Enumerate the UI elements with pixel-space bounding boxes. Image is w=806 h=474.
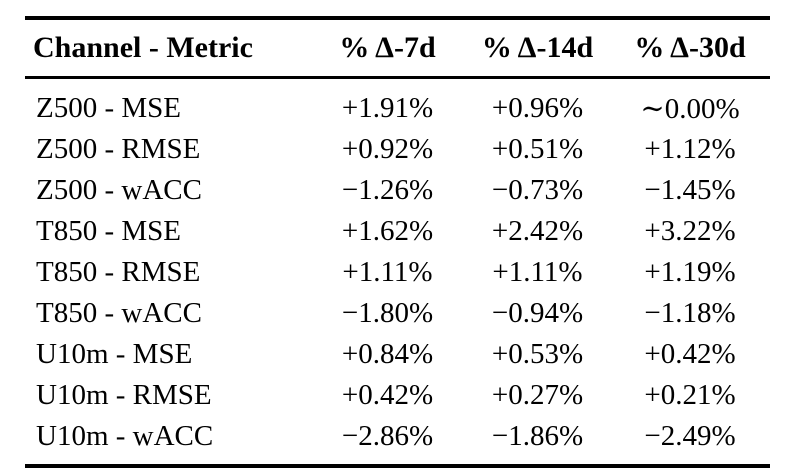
delta-30d-cell: ∼0.00% [640, 93, 740, 125]
delta-7d-cell: +1.11% [342, 256, 433, 288]
header-row: Channel - Metric % Δ-7d % Δ-14d % Δ-30d [25, 18, 770, 79]
delta-7d-cell: −1.80% [341, 297, 434, 329]
delta-30d-cell: −2.49% [644, 420, 736, 452]
table-body: Z500 - MSE +1.91% +0.96% ∼0.00% Z500 - R… [25, 78, 770, 467]
table-row: U10m - MSE +0.84% +0.53% +0.42% [25, 334, 770, 375]
delta-14d-cell: +1.11% [492, 256, 583, 288]
delta-14d-cell: −1.86% [491, 420, 584, 452]
row-label: T850 - MSE [36, 215, 181, 247]
delta-30d-cell: +1.19% [644, 256, 736, 288]
delta-30d-cell: −1.45% [644, 174, 736, 206]
delta-30d-cell: +1.12% [644, 133, 736, 165]
col-header-delta-30d: % Δ-30d [610, 18, 770, 79]
delta-14d-cell: −0.73% [491, 174, 584, 206]
delta-30d-cell: +0.42% [644, 338, 736, 370]
col-header-delta-14d: % Δ-14d [465, 18, 610, 79]
table-row: T850 - MSE +1.62% +2.42% +3.22% [25, 211, 770, 252]
delta-14d-cell: +2.42% [491, 215, 584, 247]
col-header-channel-metric: Channel - Metric [25, 18, 310, 79]
delta-14d-cell: +0.51% [491, 133, 584, 165]
row-label: Z500 - MSE [36, 92, 181, 124]
table-row: U10m - RMSE +0.42% +0.27% +0.21% [25, 375, 770, 416]
table-header: Channel - Metric % Δ-7d % Δ-14d % Δ-30d [25, 18, 770, 79]
table-row: Z500 - RMSE +0.92% +0.51% +1.12% [25, 129, 770, 170]
col-header-delta-7d: % Δ-7d [310, 18, 465, 79]
delta-7d-cell: −1.26% [341, 174, 434, 206]
row-label: Z500 - wACC [36, 174, 202, 206]
delta-30d-cell: −1.18% [644, 297, 736, 329]
table-row: T850 - RMSE +1.11% +1.11% +1.19% [25, 252, 770, 293]
delta-7d-cell: +0.84% [341, 338, 434, 370]
row-label: T850 - RMSE [36, 256, 201, 288]
delta-30d-cell: +0.21% [644, 379, 736, 411]
row-label: U10m - wACC [36, 420, 214, 452]
delta-7d-cell: −2.86% [341, 420, 434, 452]
table-row: Z500 - MSE +1.91% +0.96% ∼0.00% [25, 78, 770, 130]
delta-30d-cell: +3.22% [644, 215, 736, 247]
row-label: U10m - RMSE [36, 379, 212, 411]
table-row: U10m - wACC −2.86% −1.86% −2.49% [25, 416, 770, 466]
row-label: T850 - wACC [36, 297, 202, 329]
delta-14d-cell: +0.27% [491, 379, 584, 411]
delta-14d-cell: −0.94% [491, 297, 584, 329]
delta-14d-cell: +0.96% [491, 92, 584, 124]
delta-14d-cell: +0.53% [491, 338, 584, 370]
table-row: T850 - wACC −1.80% −0.94% −1.18% [25, 293, 770, 334]
table-row: Z500 - wACC −1.26% −0.73% −1.45% [25, 170, 770, 211]
metrics-delta-table: Channel - Metric % Δ-7d % Δ-14d % Δ-30d … [25, 16, 770, 468]
delta-7d-cell: +0.42% [341, 379, 434, 411]
delta-7d-cell: +0.92% [341, 133, 434, 165]
row-label: Z500 - RMSE [36, 133, 201, 165]
delta-7d-cell: +1.91% [341, 92, 434, 124]
delta-7d-cell: +1.62% [341, 215, 434, 247]
table-figure-container: Channel - Metric % Δ-7d % Δ-14d % Δ-30d … [25, 16, 770, 468]
row-label: U10m - MSE [36, 338, 193, 370]
